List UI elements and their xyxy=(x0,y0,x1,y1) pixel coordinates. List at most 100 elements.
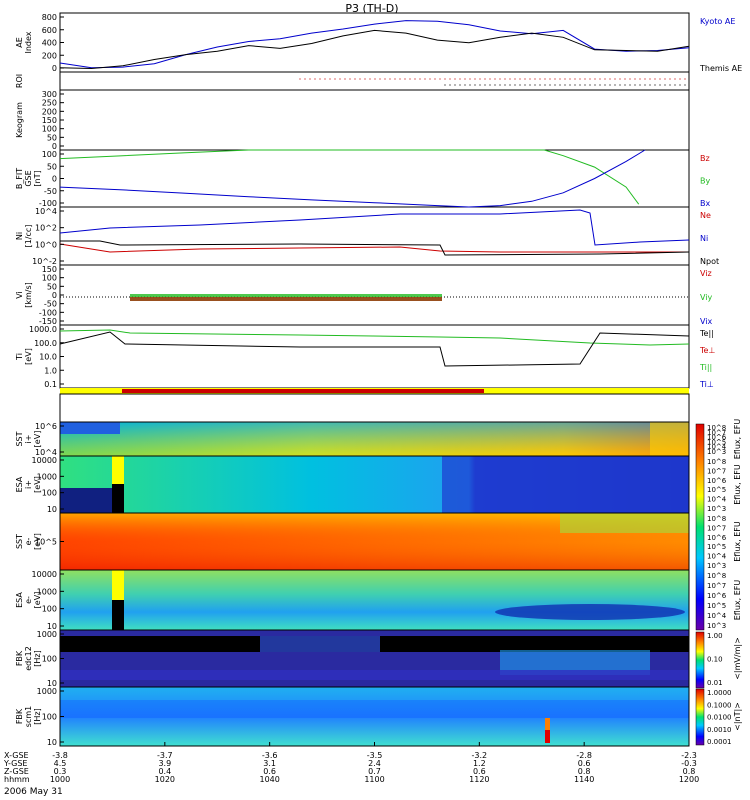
ni-legend-Ne: Ne xyxy=(700,211,711,220)
roi-dot xyxy=(484,78,486,80)
roi-dot xyxy=(529,84,531,86)
roi-dot xyxy=(679,84,681,86)
sst_e-cbar-tick: 10^5 xyxy=(707,543,726,551)
esa_e-cbar-tick: 10^5 xyxy=(707,602,726,610)
colorbars xyxy=(695,423,705,746)
roi-dot xyxy=(344,78,346,80)
bfit-line-By xyxy=(59,149,640,205)
fbk_e-ytick-label: 10 xyxy=(47,679,57,688)
roi-dot xyxy=(684,78,686,80)
sst_e-cbar-tick: 10^8 xyxy=(707,515,726,523)
roi-dot xyxy=(369,78,371,80)
sst_i-ytick-label: 10^6 xyxy=(35,422,57,431)
sst_e-cbar-tick: 10^6 xyxy=(707,534,727,542)
fbk_b-ytick-label: 100 xyxy=(42,713,57,722)
bfit-ytick-label: -50 xyxy=(44,187,57,196)
mode-bar-spacer xyxy=(59,393,690,423)
ae-ytick-label: 200 xyxy=(42,51,57,60)
esa_i-cbar-tick: 10^7 xyxy=(707,467,726,475)
xaxis-tick-label: -0.3 xyxy=(681,759,697,768)
ti-legend-Te⊥: Te⊥ xyxy=(699,346,715,355)
roi-dot xyxy=(444,78,446,80)
xaxis-tick-label: 4.5 xyxy=(54,759,67,768)
roi-dot xyxy=(524,78,526,80)
sst_e-cbar-tick: 10^4 xyxy=(707,553,727,561)
xaxis-tick-label: 1140 xyxy=(574,775,594,784)
ti-ytick-label: 1000.0 xyxy=(29,325,57,334)
ni-legend-Ni: Ni xyxy=(700,234,708,243)
roi-dot xyxy=(434,78,436,80)
esa_i-cbar-tick: 10^3 xyxy=(707,505,726,513)
keogram-ytick-label: 200 xyxy=(42,107,57,116)
roi-dot xyxy=(319,78,321,80)
ti-ytick-label: 0.1 xyxy=(44,380,57,389)
roi-dot xyxy=(519,84,521,86)
bfit-line-Bx xyxy=(59,149,646,208)
roi-dot xyxy=(384,78,386,80)
ti-ylabel: Ti xyxy=(15,353,24,361)
ae-line-Themis AE xyxy=(59,29,690,70)
roi-dot xyxy=(554,84,556,86)
bfit-ytick-label: -100 xyxy=(39,199,57,208)
sst_e-ytick-label: 10^5 xyxy=(35,538,57,547)
esa_e-ytick-label: 10000 xyxy=(32,570,57,579)
sst_i-ytick-label: 10^4 xyxy=(35,448,57,457)
xaxis-tick-label: -2.8 xyxy=(576,751,592,760)
ni-ytick-label: 10^0 xyxy=(35,240,57,249)
roi-dot xyxy=(674,84,676,86)
ae-line-Kyoto AE xyxy=(59,20,690,69)
roi-dot xyxy=(584,84,586,86)
ti-legend-Ti||: Ti|| xyxy=(699,363,712,372)
xaxis-tick-label: -3.8 xyxy=(52,751,68,760)
bfit-legend-Bz: Bz xyxy=(700,154,710,163)
roi-dot xyxy=(499,84,501,86)
roi-dot xyxy=(324,78,326,80)
sst-ion-spectrogram xyxy=(60,422,689,456)
roi-dot xyxy=(604,84,606,86)
roi-dot xyxy=(649,78,651,80)
roi-dot xyxy=(449,78,451,80)
sst_e-ylabel: e- xyxy=(24,537,33,545)
roi-dot xyxy=(439,78,441,80)
roi-dot xyxy=(314,78,316,80)
xaxis-tick-label: 0.7 xyxy=(368,767,381,776)
xaxis-tick-label: -3.7 xyxy=(157,751,173,760)
roi-dot xyxy=(479,84,481,86)
roi-dot xyxy=(414,78,416,80)
xaxis-tick-label: 0.6 xyxy=(473,767,486,776)
fbk-edc12-spectrogram xyxy=(60,630,689,687)
ae-legend-Themis AE: Themis AE xyxy=(699,64,742,73)
chart-title: P3 (TH-D) xyxy=(345,2,398,15)
roi-dot xyxy=(664,84,666,86)
ae-ytick-label: 400 xyxy=(42,39,57,48)
xaxis-tick-label: 3.1 xyxy=(263,759,276,768)
roi-dot xyxy=(574,84,576,86)
roi-dot xyxy=(599,78,601,80)
bfit-ytick-label: 50 xyxy=(47,162,57,171)
vi-ytick-label: -50 xyxy=(44,300,57,309)
roi-dot xyxy=(389,78,391,80)
roi-dot xyxy=(574,78,576,80)
roi-dot xyxy=(624,78,626,80)
spectrogram-frames xyxy=(59,421,690,747)
xaxis-tick-label: 0.6 xyxy=(263,767,276,776)
roi-dot xyxy=(339,78,341,80)
roi-dot xyxy=(569,78,571,80)
esa_e-ylabel: ESA xyxy=(15,592,24,608)
roi-dot xyxy=(634,78,636,80)
roi-dot xyxy=(609,84,611,86)
roi-dot xyxy=(299,78,301,80)
roi-dot xyxy=(584,78,586,80)
ae-ylabel: Index xyxy=(24,31,33,53)
npot-trace xyxy=(60,240,690,256)
roi-dot xyxy=(594,78,596,80)
mode-bar-red xyxy=(122,389,484,393)
bfit-ylabel: GSE xyxy=(24,170,33,186)
vi-ytick-label: -100 xyxy=(39,308,57,317)
fbk_e-ylabel: FBK xyxy=(15,650,24,666)
fbk_e-ylabel: edc12 xyxy=(24,646,33,671)
ytick-layer: AE Index8006004002000ROIKeogram3002502001… xyxy=(15,13,742,747)
roi-dot xyxy=(599,84,601,86)
roi-dot xyxy=(464,78,466,80)
